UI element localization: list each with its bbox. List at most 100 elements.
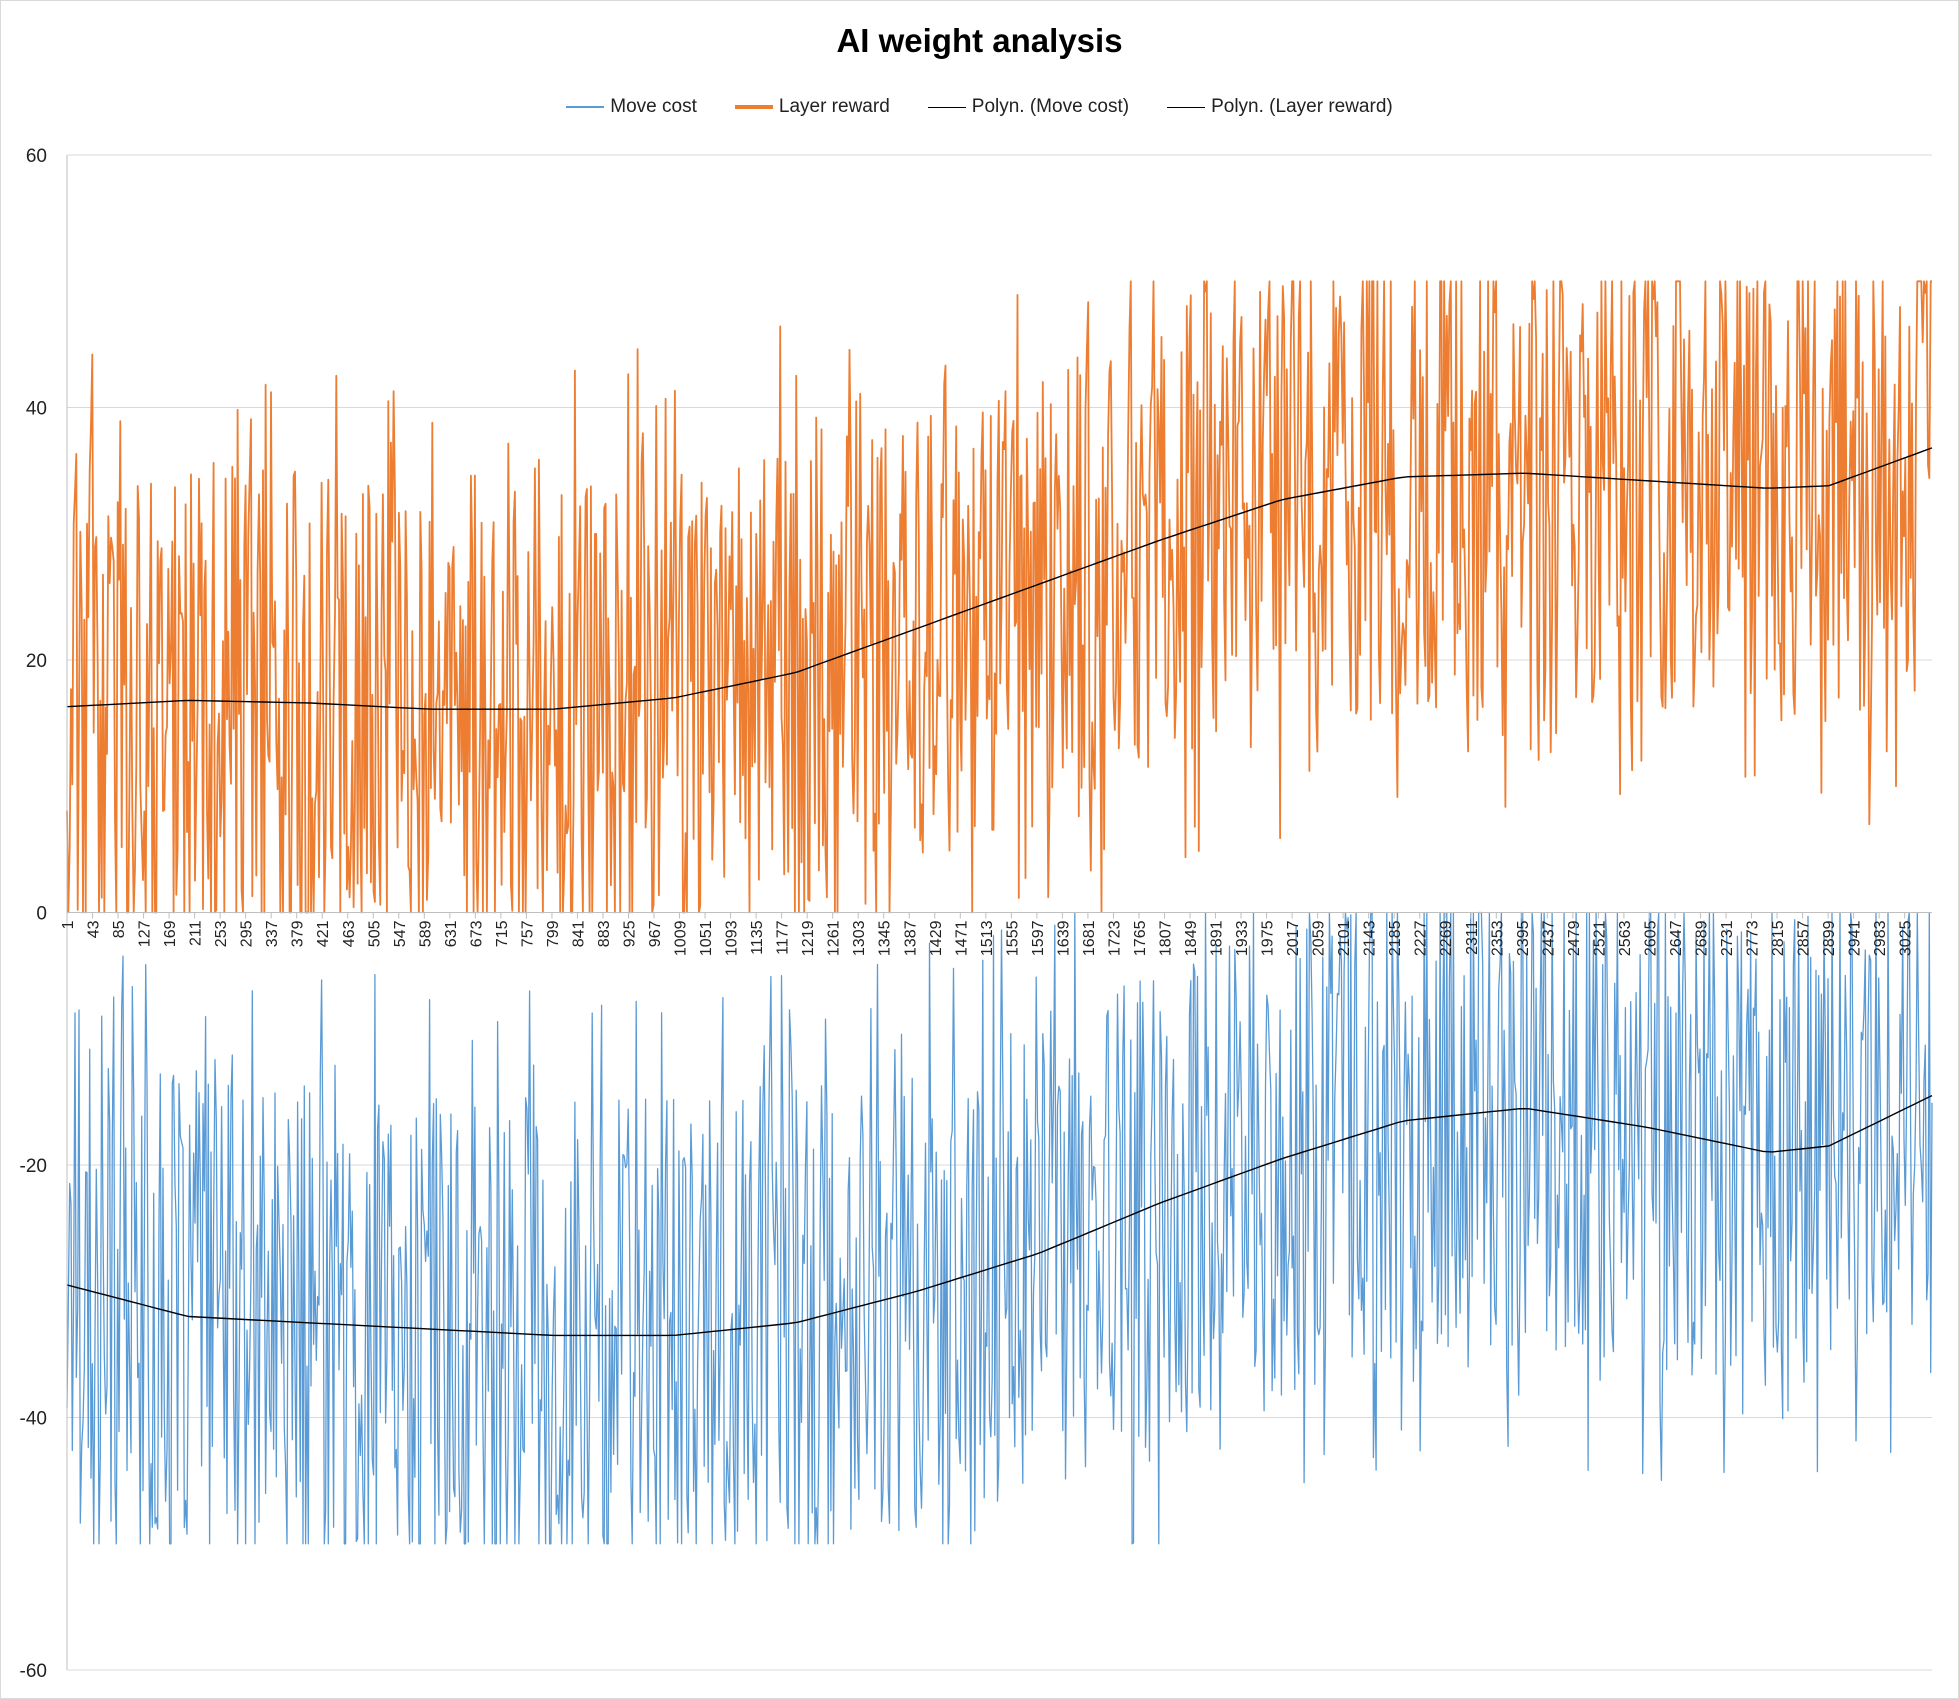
legend-item-trend-move-cost[interactable]: Polyn. (Move cost) (927, 96, 1130, 118)
x-tick-label: 2899 (1821, 920, 1838, 956)
x-tick-label: 2101 (1336, 920, 1353, 956)
legend-swatch-trend-move-cost (927, 106, 966, 108)
x-tick-label: 2227 (1413, 920, 1430, 956)
x-tick-label: 967 (647, 920, 664, 947)
x-tick-label: 673 (468, 920, 485, 947)
legend-item-trend-layer-reward[interactable]: Polyn. (Layer reward) (1167, 96, 1393, 118)
x-tick-label: 2689 (1694, 920, 1711, 956)
y-tick-label: -60 (20, 1661, 47, 1682)
x-tick-label: 1009 (673, 920, 690, 956)
y-tick-label: 20 (26, 651, 47, 672)
x-tick-label: 2563 (1617, 920, 1634, 956)
x-tick-label: 2521 (1591, 920, 1608, 956)
x-tick-label: 2017 (1285, 920, 1302, 956)
legend-label-trend-layer-reward: Polyn. (Layer reward) (1211, 96, 1393, 117)
x-tick-label: 757 (519, 920, 536, 947)
x-tick-label: 1639 (1055, 920, 1072, 956)
x-tick-label: 127 (137, 920, 154, 947)
x-tick-label: 2059 (1311, 920, 1328, 956)
x-tick-label: 1429 (928, 920, 945, 956)
y-tick-label: 40 (26, 399, 47, 420)
x-tick-label: 2605 (1642, 920, 1659, 956)
x-tick-label: 1093 (724, 920, 741, 956)
x-tick-label: 2395 (1515, 920, 1532, 956)
x-tick-label: 589 (417, 920, 434, 947)
x-tick-label: 1933 (1234, 920, 1251, 956)
legend-label-trend-move-cost: Polyn. (Move cost) (971, 96, 1130, 117)
trendline-layer-reward (66, 447, 1933, 710)
x-tick-label: 1135 (749, 920, 766, 955)
x-tick-label: 2773 (1745, 920, 1762, 956)
x-tick-label: 463 (341, 920, 358, 947)
x-tick-label: 883 (596, 920, 613, 947)
x-tick-label: 1555 (1004, 920, 1021, 956)
legend-label-move-cost: Move cost (610, 96, 697, 117)
x-tick-label: 1849 (1183, 920, 1200, 956)
legend: Move cost Layer reward Polyn. (Move cost… (0, 96, 1959, 118)
x-tick-label: 2857 (1796, 920, 1813, 956)
y-tick-label: -20 (20, 1156, 47, 1177)
chart-title: AI weight analysis (836, 22, 1123, 59)
series-layer (66, 280, 1933, 1545)
legend-label-layer-reward: Layer reward (778, 96, 890, 117)
x-tick-label: 1051 (698, 920, 715, 956)
x-tick-label: 715 (494, 920, 511, 947)
x-tick-label: 631 (443, 920, 460, 947)
x-tick-label: 1345 (877, 920, 894, 956)
legend-swatch-move-cost (566, 106, 605, 108)
x-tick-label: 1681 (1081, 920, 1098, 956)
x-tick-label: 1303 (851, 920, 868, 956)
x-tick-label: 295 (239, 920, 256, 947)
x-tick-label: 1891 (1209, 920, 1226, 956)
x-tick-label: 2437 (1540, 920, 1557, 956)
x-tick-label: 2143 (1362, 920, 1379, 956)
x-tick-label: 547 (392, 920, 409, 947)
x-tick-label: 1177 (775, 920, 792, 955)
legend-item-move-cost[interactable]: Move cost (566, 96, 697, 118)
trend-layer (66, 447, 1933, 1337)
x-tick-label: 2941 (1847, 920, 1864, 956)
x-tick-label: 1597 (1030, 920, 1047, 956)
trendline-move-cost (66, 1094, 1933, 1337)
x-tick-label: 2983 (1872, 920, 1889, 956)
x-tick-label: 505 (366, 920, 383, 947)
x-tick-label: 2353 (1489, 920, 1506, 956)
x-tick-label: 253 (213, 920, 230, 947)
x-tick-label: 1 (60, 920, 77, 929)
x-tick-label: 2731 (1719, 920, 1736, 956)
x-tick-label: 1513 (979, 920, 996, 956)
x-tick-label: 211 (188, 920, 205, 946)
x-tick-label: 2479 (1566, 920, 1583, 956)
x-tick-label: 2815 (1770, 920, 1787, 956)
y-tick-label: 60 (26, 146, 47, 167)
x-tick-label: 3025 (1898, 920, 1915, 956)
x-tick-label: 799 (545, 920, 562, 947)
series-line-move-cost (66, 911, 1933, 1545)
legend-swatch-layer-reward (734, 105, 773, 109)
x-tick-label: 2269 (1438, 920, 1455, 956)
x-tick-label: 85 (111, 920, 128, 938)
x-tick-label: 841 (571, 920, 588, 947)
legend-swatch-trend-layer-reward (1167, 106, 1206, 108)
y-tick-label: 0 (36, 904, 47, 925)
y-tick-label: -40 (20, 1409, 47, 1430)
x-tick-label: 1723 (1106, 920, 1123, 956)
x-tick-label: 1975 (1260, 920, 1277, 956)
x-tick-label: 1765 (1132, 920, 1149, 956)
x-tick-label: 2311 (1464, 920, 1481, 955)
x-tick-label: 925 (622, 920, 639, 947)
x-tick-label: 337 (264, 920, 281, 947)
x-tick-label: 379 (290, 920, 307, 947)
x-tick-label: 1471 (953, 920, 970, 956)
x-tick-label: 43 (86, 920, 103, 938)
x-tick-label: 2185 (1387, 920, 1404, 956)
x-tick-label: 421 (315, 920, 332, 947)
x-tick-label: 169 (162, 920, 179, 947)
x-tick-label: 1807 (1158, 920, 1175, 956)
legend-item-layer-reward[interactable]: Layer reward (734, 96, 890, 118)
x-tick-label: 1387 (902, 920, 919, 956)
x-tick-label: 1219 (800, 920, 817, 956)
x-tick-label: 1261 (826, 920, 843, 956)
series-line-layer-reward (66, 280, 1932, 914)
